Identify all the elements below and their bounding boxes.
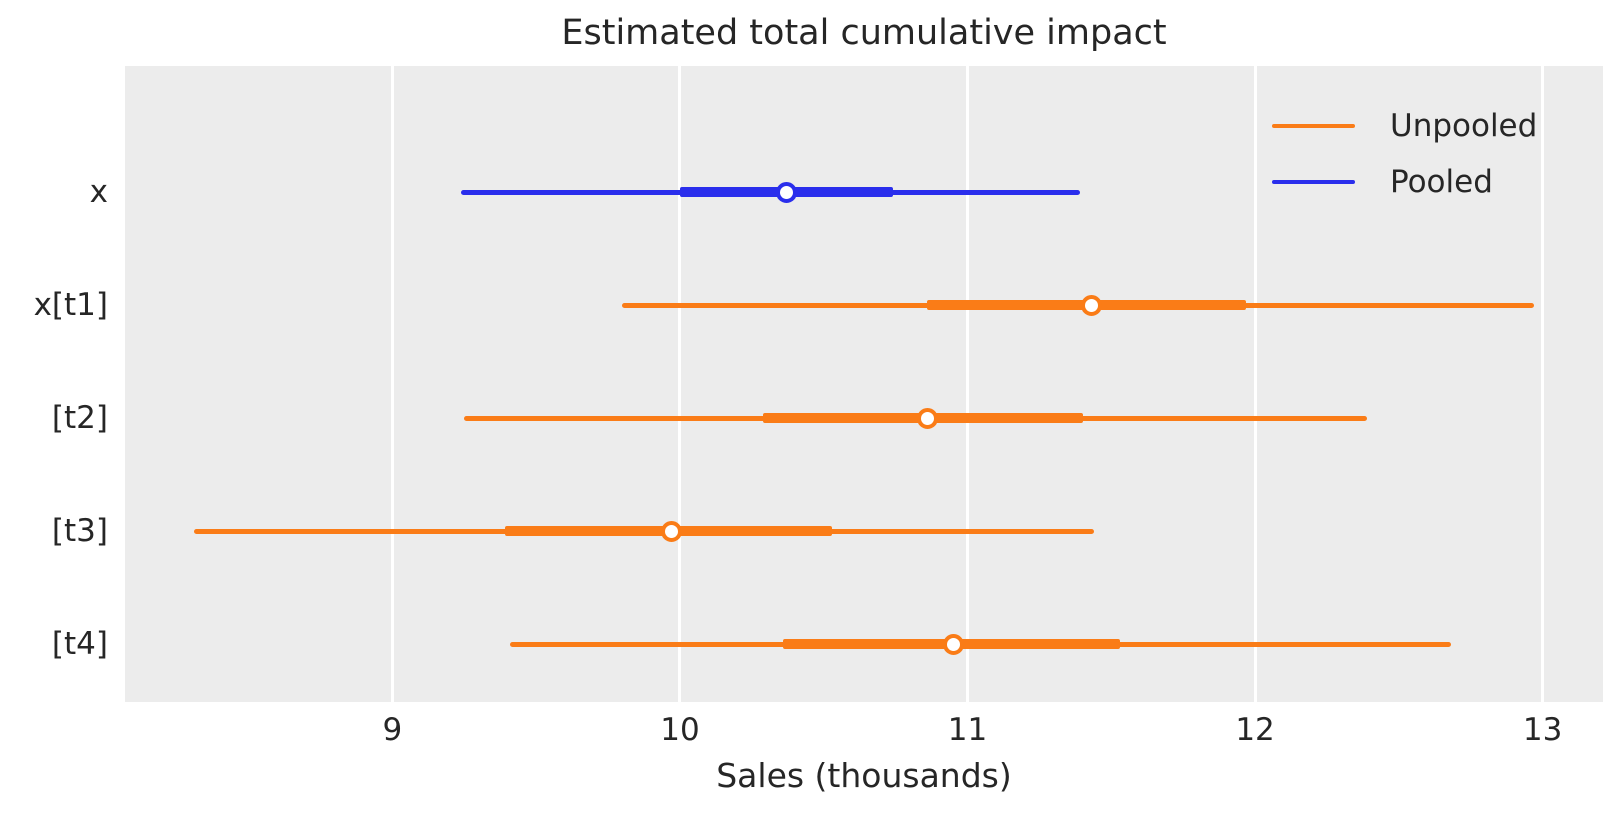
y-tick-label: x bbox=[89, 174, 108, 210]
legend: Unpooled Pooled bbox=[1272, 98, 1537, 210]
legend-line-swatch bbox=[1272, 124, 1355, 128]
plot-area bbox=[125, 66, 1603, 702]
gridline bbox=[1541, 66, 1545, 702]
y-tick-label: [t3] bbox=[51, 513, 108, 549]
x-tick-label: 12 bbox=[1235, 712, 1275, 748]
legend-label: Unpooled bbox=[1390, 108, 1538, 144]
gridline bbox=[966, 66, 970, 702]
gridline bbox=[678, 66, 682, 702]
y-tick-label: x[t1] bbox=[33, 287, 108, 323]
y-tick-label: [t2] bbox=[51, 400, 108, 436]
x-tick-label: 13 bbox=[1522, 712, 1563, 748]
y-tick-label: [t4] bbox=[51, 626, 108, 662]
gridline bbox=[390, 66, 394, 702]
point-estimate-marker bbox=[942, 633, 964, 655]
legend-line-swatch bbox=[1272, 180, 1355, 184]
gridline bbox=[1253, 66, 1257, 702]
x-tick-label: 9 bbox=[382, 712, 403, 748]
legend-label: Pooled bbox=[1390, 164, 1493, 200]
point-estimate-marker bbox=[775, 181, 797, 203]
point-estimate-marker bbox=[916, 407, 938, 429]
chart-title: Estimated total cumulative impact bbox=[561, 13, 1167, 53]
x-axis-label: Sales (thousands) bbox=[716, 756, 1012, 795]
legend-item: Unpooled bbox=[1272, 98, 1537, 154]
legend-item: Pooled bbox=[1272, 154, 1537, 210]
point-estimate-marker bbox=[1080, 294, 1102, 316]
x-tick-label: 11 bbox=[947, 712, 988, 748]
x-tick-label: 10 bbox=[660, 712, 700, 748]
point-estimate-marker bbox=[660, 520, 682, 542]
